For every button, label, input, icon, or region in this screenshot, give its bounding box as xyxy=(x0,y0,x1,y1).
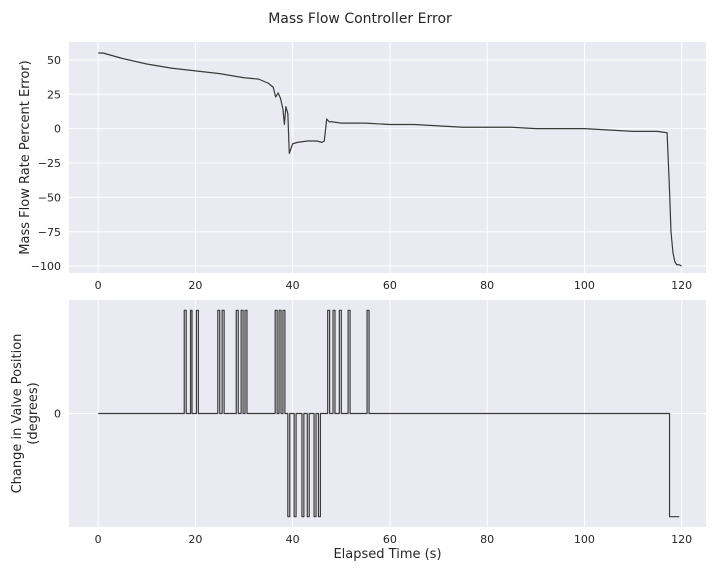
x-tick-label: 100 xyxy=(574,279,595,292)
y-tick-label: 0 xyxy=(54,123,61,136)
y-tick-label: −50 xyxy=(38,191,61,204)
x-axis-label: Elapsed Time (s) xyxy=(333,547,441,562)
x-tick-label: 120 xyxy=(671,279,692,292)
y-axis-label-line: Change in Valve Position xyxy=(10,334,25,494)
x-tick-label: 0 xyxy=(95,533,102,546)
y-tick-label: −100 xyxy=(31,260,61,273)
y-tick-label: 0 xyxy=(54,408,61,421)
mass-flow-error-panel: 0 20 40 60 80 100 120 50 25 0 −25 −50 −75 −100 Mass Fl… xyxy=(18,42,706,292)
y-tick-label: 25 xyxy=(47,88,61,101)
y-tick-label: 50 xyxy=(47,54,61,67)
x-tick-label: 40 xyxy=(286,533,300,546)
y-axis-label-line: (degrees) xyxy=(26,382,41,444)
x-tick-label: 120 xyxy=(671,533,692,546)
x-tick-label: 20 xyxy=(188,279,202,292)
x-tick-label: 60 xyxy=(383,533,397,546)
y-axis-label: Mass Flow Rate Percent Error) xyxy=(18,60,33,254)
x-tick-label: 60 xyxy=(383,279,397,292)
y-tick-label: −75 xyxy=(38,226,61,239)
valve-position-panel: 0 20 40 60 80 100 120 0 Change in Valve Position… xyxy=(10,300,706,546)
x-tick-label: 80 xyxy=(480,533,494,546)
y-tick-label: −25 xyxy=(38,157,61,170)
x-tick-label: 100 xyxy=(574,533,595,546)
x-tick-label: 80 xyxy=(480,279,494,292)
x-tick-label: 20 xyxy=(188,533,202,546)
series-line xyxy=(98,52,682,267)
series-line xyxy=(98,309,680,518)
x-tick-label: 0 xyxy=(95,279,102,292)
y-axis-label-line: Mass Flow Rate Percent Error) xyxy=(18,60,33,254)
figure-title: Mass Flow Controller Error xyxy=(268,11,452,27)
plot-background xyxy=(69,42,706,273)
x-tick-label: 40 xyxy=(286,279,300,292)
y-axis-label: Change in Valve Position(degrees) xyxy=(10,334,41,494)
